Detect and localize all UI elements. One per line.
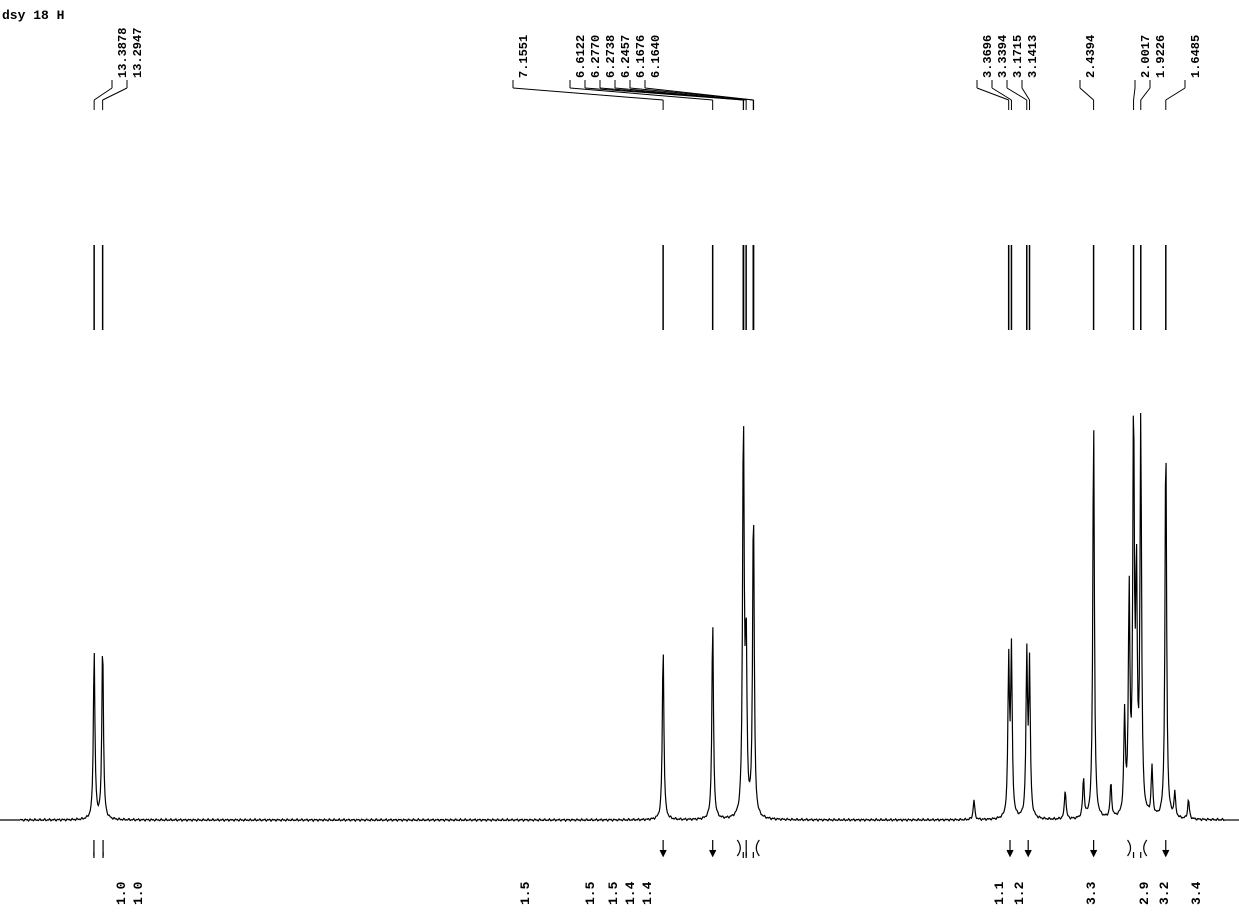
peak-label: 3.1413: [1026, 35, 1040, 78]
integral-label: 3.2: [1157, 882, 1172, 905]
integral-label: 1.0: [131, 882, 146, 905]
peak-label: 3.1715: [1011, 35, 1025, 78]
integral-label: 1.4: [640, 882, 655, 905]
peak-label: 6.2457: [619, 35, 633, 78]
peak-label: 6.6122: [574, 35, 588, 78]
peak-label: 3.3394: [996, 35, 1010, 78]
nmr-spectrum: [0, 0, 1239, 912]
peak-label: 7.1551: [517, 35, 531, 78]
peak-label: 1.9226: [1154, 35, 1168, 78]
integral-label: 3.3: [1084, 882, 1099, 905]
integral-label: 3.4: [1189, 882, 1204, 905]
peak-label: 2.4394: [1084, 35, 1098, 78]
peak-label: 13.2947: [131, 28, 145, 78]
peak-label: 6.2770: [589, 35, 603, 78]
integral-label: 1.1: [992, 882, 1007, 905]
peak-label: 3.3696: [981, 35, 995, 78]
integral-label: 1.2: [1012, 882, 1027, 905]
integral-label: 1.5: [606, 882, 621, 905]
peak-label: 6.2738: [604, 35, 618, 78]
peak-label: 13.3878: [116, 28, 130, 78]
peak-label: 6.1676: [634, 35, 648, 78]
integral-label: 1.4: [623, 882, 638, 905]
integral-label: 1.5: [518, 882, 533, 905]
peak-label: 1.6485: [1189, 35, 1203, 78]
integral-label: 1.0: [114, 882, 129, 905]
peak-label: 2.0017: [1139, 35, 1153, 78]
integral-label: 1.5: [583, 882, 598, 905]
peak-label: 6.1640: [649, 35, 663, 78]
integral-label: 2.9: [1137, 882, 1152, 905]
